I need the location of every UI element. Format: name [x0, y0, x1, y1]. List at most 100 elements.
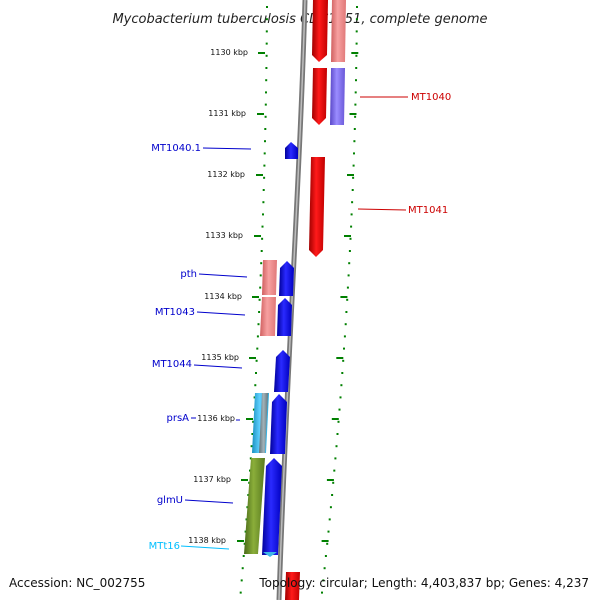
tick-dot [355, 79, 357, 82]
tick-dot [262, 213, 264, 216]
tick-dot [247, 494, 250, 496]
glmU-leader [184, 499, 234, 504]
tick-label: 1133 kbp [205, 231, 243, 240]
mt1044-leader [193, 364, 243, 369]
tick-dot [250, 445, 253, 448]
tick-dot [262, 189, 265, 191]
tick-dot [239, 591, 242, 594]
tick-dot [327, 530, 330, 533]
tick-dot [343, 335, 346, 338]
tick-dot [336, 433, 339, 435]
mt1040-cds [312, 68, 327, 125]
prsA-gene-stripe [259, 393, 268, 453]
tick-dot [333, 469, 336, 472]
gene-label-mt1044[interactable]: MT1044 [152, 359, 192, 370]
tick-dot [266, 6, 268, 8]
mt1040-upstream-cds [312, 0, 328, 62]
major-tick [256, 174, 263, 176]
glmU-gene [244, 458, 265, 554]
glmU-cds-tip [263, 552, 277, 557]
mt1041-cds [309, 157, 325, 257]
tick-dot [242, 555, 245, 557]
tick-dot [331, 494, 334, 496]
tick-dot [349, 237, 352, 240]
tick-label: 1138 kbp [188, 536, 226, 545]
tick-dot [352, 164, 355, 167]
tick-rings [237, 6, 359, 594]
tick-label: 1134 kbp [204, 292, 242, 301]
major-tick [237, 540, 244, 542]
glmU-cds [262, 458, 282, 555]
major-tick [336, 357, 344, 359]
mt1043-gene [260, 297, 276, 336]
tick-dot [350, 213, 353, 216]
tick-dot [346, 286, 349, 289]
accession-text: Accession: NC_002755 [9, 576, 145, 590]
gene-label-mt1043[interactable]: MT1043 [155, 307, 195, 318]
major-tick [249, 357, 256, 359]
tick-dot [265, 42, 268, 45]
pth-leader [198, 273, 248, 278]
gene-label-prsA[interactable]: prsA [166, 413, 189, 424]
tick-dot [264, 103, 267, 106]
tick-dot [261, 225, 264, 228]
tick-dot [355, 42, 358, 45]
tick-dot [339, 396, 342, 399]
gene-label-mt1041[interactable]: MT1041 [408, 205, 448, 216]
gene-label-glmU[interactable]: glmU [157, 495, 183, 506]
tick-dot [249, 457, 252, 460]
tick-dot [245, 518, 248, 521]
tick-dot [265, 30, 268, 33]
mt1041-leader [357, 208, 407, 211]
tick-label: 1130 kbp [210, 48, 248, 57]
tick-dot [329, 506, 332, 509]
tick-dot [353, 140, 356, 143]
tick-dot [263, 176, 266, 179]
major-tick [340, 296, 348, 298]
genome-backbone-highlight [278, 0, 306, 600]
tick-dot [264, 128, 267, 130]
tick-dot [256, 347, 259, 350]
tick-dot [264, 140, 266, 143]
gene-label-mtt16[interactable]: MTt16 [149, 541, 180, 552]
tick-dot [355, 30, 358, 33]
gene-label-mt1040-1[interactable]: MT1040.1 [151, 143, 201, 154]
tick-dot [240, 579, 243, 582]
tick-dot [264, 115, 267, 118]
tick-dot [350, 225, 353, 228]
tick-dot [246, 506, 249, 509]
tick-dot [351, 189, 354, 191]
tick-dot [252, 408, 255, 411]
tick-dot [261, 237, 264, 240]
tick-dot [344, 323, 347, 326]
major-tick [241, 479, 248, 481]
prsA-cds [270, 394, 287, 454]
mt1043-leader [196, 311, 246, 316]
tick-dot [249, 469, 251, 472]
gene-label-pth[interactable]: pth [180, 269, 197, 280]
gene-label-mt1040[interactable]: MT1040 [411, 92, 451, 103]
tick-dot [345, 311, 348, 313]
tick-dot [251, 433, 254, 435]
tick-dot [334, 457, 337, 460]
tick-dot [324, 555, 327, 557]
tick-dot [260, 262, 263, 265]
downstream-cds [285, 572, 300, 600]
major-tick [349, 113, 357, 115]
tick-dot [346, 298, 349, 301]
major-tick [257, 113, 264, 115]
tick-dot [265, 91, 267, 94]
major-tick [347, 174, 354, 176]
pth-cds [279, 261, 294, 296]
major-tick [331, 418, 339, 420]
tick-dot [354, 115, 357, 118]
tick-dot [355, 54, 358, 57]
tick-dot [265, 79, 268, 82]
tick-dot [340, 384, 343, 387]
mtt16-leader [180, 545, 230, 550]
tick-dot [338, 408, 341, 411]
tick-dot [356, 6, 358, 8]
major-tick [246, 418, 253, 420]
tick-dot [347, 274, 350, 277]
major-tick [252, 296, 259, 298]
